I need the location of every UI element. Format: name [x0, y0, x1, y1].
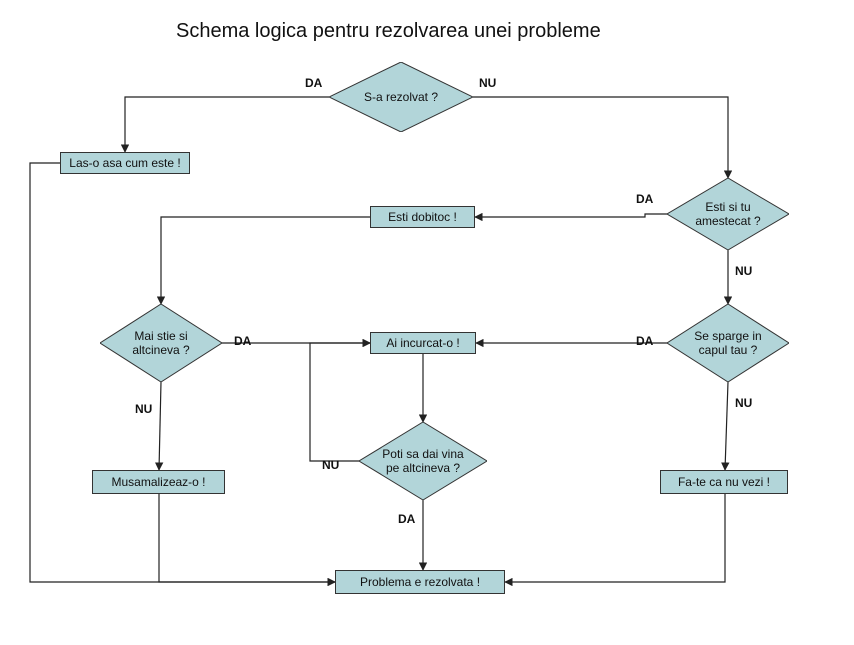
edge-label-nu2: NU — [735, 264, 752, 278]
edge-label-da5: DA — [398, 512, 415, 526]
edge-label-nu4: NU — [735, 396, 752, 410]
edge-13 — [505, 494, 725, 582]
edge-label-da1: DA — [305, 76, 322, 90]
edge-label-nu1: NU — [479, 76, 496, 90]
edge-2 — [475, 214, 667, 217]
edge-label-da2: DA — [636, 192, 653, 206]
node-d_amestecat: Esti si tu amestecat ? — [667, 178, 789, 250]
edge-3 — [161, 217, 370, 304]
node-r_incurcat: Ai incurcat-o ! — [370, 332, 476, 354]
edge-7 — [159, 382, 161, 470]
edge-label-da4: DA — [636, 334, 653, 348]
node-r_musama: Musamalizeaz-o ! — [92, 470, 225, 494]
edge-12 — [159, 494, 335, 582]
node-d_vina: Poti sa dai vina pe altcineva ? — [359, 422, 487, 500]
node-r_fatenuvezi: Fa-te ca nu vezi ! — [660, 470, 788, 494]
node-r_dobitoc: Esti dobitoc ! — [370, 206, 475, 228]
node-r_laso: Las-o asa cum este ! — [60, 152, 190, 174]
edge-label-nu3: NU — [135, 402, 152, 416]
chart-title: Schema logica pentru rezolvarea unei pro… — [176, 20, 601, 43]
edge-8 — [725, 382, 728, 470]
node-d_maistie: Mai stie si altcineva ? — [100, 304, 222, 382]
edge-label-nu5: NU — [322, 458, 339, 472]
edge-label-da3: DA — [234, 334, 251, 348]
node-d_rezolvat: S-a rezolvat ? — [329, 62, 473, 132]
edge-1 — [473, 97, 728, 178]
edge-0 — [125, 97, 329, 152]
node-d_sparge: Se sparge in capul tau ? — [667, 304, 789, 382]
flowchart-canvas: Schema logica pentru rezolvarea unei pro… — [0, 0, 854, 645]
node-r_problema: Problema e rezolvata ! — [335, 570, 505, 594]
